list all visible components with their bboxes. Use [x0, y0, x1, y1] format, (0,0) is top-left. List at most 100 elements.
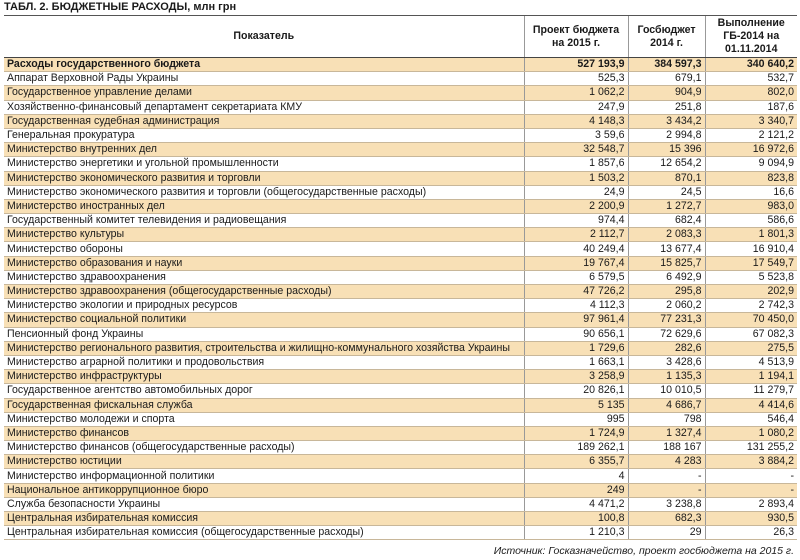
cell-value: 586,6: [704, 213, 797, 229]
row-label: Министерство экономического развития и т…: [4, 185, 524, 200]
cell-value: 525,3: [523, 71, 628, 87]
table-row: Расходы государственного бюджета 527 193,…: [4, 57, 797, 73]
table-row: Министерство энергетики и угольной промы…: [4, 156, 797, 172]
cell-value: 974,4: [523, 213, 628, 229]
cell-value: 1 194,1: [704, 369, 797, 385]
column-header: Выполнение ГБ-2014 на 01.11.2014: [704, 15, 797, 58]
cell-value: 384 597,3: [627, 57, 705, 73]
cell-value: 4 112,3: [523, 298, 628, 314]
row-label: Министерство экологии и природных ресурс…: [4, 298, 524, 314]
table-row: Национальное антикоррупционное бюро 249- -: [4, 483, 797, 498]
cell-value: 2 083,3: [627, 227, 705, 243]
cell-value: 40 249,4: [523, 241, 628, 257]
row-label: Министерство культуры: [4, 227, 524, 243]
table-row: Пенсионный фонд Украины 90 656,1 72 629,6 6…: [4, 327, 797, 342]
table-row: Министерство экологии и природных ресурс…: [4, 298, 797, 314]
cell-value: 188 167: [627, 440, 705, 456]
cell-value: 2 893,4: [704, 497, 797, 513]
cell-value: 823,8: [704, 171, 797, 186]
cell-value: 187,6: [704, 100, 797, 115]
table-row: Министерство регионального развития, стр…: [4, 341, 797, 356]
table-row: Министерство здравоохранения (общегосуда…: [4, 284, 797, 300]
cell-value: 202,9: [704, 284, 797, 300]
cell-value: 249: [523, 483, 628, 498]
cell-value: 1 663,1: [523, 355, 628, 371]
table-row: Государственный комитет телевидения и ра…: [4, 213, 797, 229]
cell-value: 67 082,3: [704, 327, 797, 342]
row-label: Расходы государственного бюджета: [4, 57, 524, 73]
table-row: Министерство экономического развития и т…: [4, 171, 797, 186]
table-title: ТАБЛ. 2. БЮДЖЕТНЫЕ РАСХОДЫ, млн грн: [4, 1, 237, 13]
cell-value: 10 010,5: [627, 383, 705, 399]
cell-value: 3 428,6: [627, 355, 705, 371]
cell-value: 1 210,3: [523, 525, 628, 541]
row-label: Министерство здравоохранения (общегосуда…: [4, 284, 524, 300]
table-row: Государственное управление делами 1 062,2…: [4, 85, 797, 101]
table-row: Министерство обороны 40 249,4 13 677,4 16 9…: [4, 241, 797, 257]
cell-value: 802,0: [704, 85, 797, 101]
cell-value: 682,4: [627, 213, 705, 229]
cell-value: 90 656,1: [523, 327, 628, 342]
cell-value: 16,6: [704, 185, 797, 200]
cell-value: 70 450,0: [704, 312, 797, 328]
column-header: Проект бюджета на 2015 г.: [523, 15, 628, 58]
cell-value: 798: [627, 412, 705, 427]
row-label: Аппарат Верховной Рады Украины: [4, 71, 524, 87]
cell-value: 15 825,7: [627, 256, 705, 271]
cell-value: 3 434,2: [627, 114, 705, 129]
table-row: Министерство образования и науки 19 767,4…: [4, 256, 797, 271]
cell-value: 1 272,7: [627, 199, 705, 215]
cell-value: 32 548,7: [523, 142, 628, 158]
cell-value: 97 961,4: [523, 312, 628, 328]
row-label: Национальное антикоррупционное бюро: [4, 483, 524, 498]
cell-value: 2 742,3: [704, 298, 797, 314]
cell-value: 1 724,9: [523, 426, 628, 442]
row-label: Хозяйственно-финансовый департамент секр…: [4, 100, 524, 115]
cell-value: 189 262,1: [523, 440, 628, 456]
cell-value: 29: [627, 525, 705, 541]
row-label: Министерство экономического развития и т…: [4, 171, 524, 186]
table-row: Служба безопасности Украины 4 471,2 3 238,…: [4, 497, 797, 513]
row-label: Министерство энергетики и угольной промы…: [4, 156, 524, 172]
cell-value: 4 471,2: [523, 497, 628, 513]
table-row: Государственная судебная администрация 4 …: [4, 114, 797, 129]
cell-value: 16 972,6: [704, 142, 797, 158]
row-label: Пенсионный фонд Украины: [4, 327, 524, 342]
cell-value: -: [627, 468, 705, 484]
row-label: Центральная избирательная комиссия (обще…: [4, 525, 524, 541]
cell-value: 4 148,3: [523, 114, 628, 129]
cell-value: 4 414,6: [704, 398, 797, 413]
table-body: Расходы государственного бюджета 527 193,…: [4, 57, 797, 541]
cell-value: 340 640,2: [704, 57, 797, 73]
cell-value: -: [704, 468, 797, 484]
cell-value: -: [627, 483, 705, 498]
row-label: Министерство внутренних дел: [4, 142, 524, 158]
cell-value: 5 523,8: [704, 270, 797, 286]
cell-value: 9 094,9: [704, 156, 797, 172]
row-label: Министерство финансов: [4, 426, 524, 442]
cell-value: 72 629,6: [627, 327, 705, 342]
table-row: Министерство финансов (общегосударственн…: [4, 440, 797, 456]
cell-value: 11 279,7: [704, 383, 797, 399]
cell-value: 2 994,8: [627, 128, 705, 144]
column-header: Показатель: [4, 15, 524, 58]
cell-value: 3 340,7: [704, 114, 797, 129]
cell-value: 1 080,2: [704, 426, 797, 442]
cell-value: 1 327,4: [627, 426, 705, 442]
cell-value: 2 060,2: [627, 298, 705, 314]
row-label: Министерство информационной политики: [4, 468, 524, 484]
row-label: Министерство социальной политики: [4, 312, 524, 328]
cell-value: 2 121,2: [704, 128, 797, 144]
row-label: Центральная избирательная комиссия: [4, 511, 524, 527]
row-label: Министерство инфраструктуры: [4, 369, 524, 385]
table-row: Хозяйственно-финансовый департамент секр…: [4, 100, 797, 115]
column-header: Госбюджет 2014 г.: [627, 15, 705, 58]
cell-value: 17 549,7: [704, 256, 797, 271]
cell-value: 3 59,6: [523, 128, 628, 144]
table-row: Государственное агентство автомобильных …: [4, 383, 797, 399]
cell-value: 6 492,9: [627, 270, 705, 286]
row-label: Министерство иностранных дел: [4, 199, 524, 215]
table-row: Центральная избирательная комиссия 100,8 6…: [4, 511, 797, 527]
table-row: Министерство экономического развития и т…: [4, 185, 797, 200]
cell-value: 1 135,3: [627, 369, 705, 385]
